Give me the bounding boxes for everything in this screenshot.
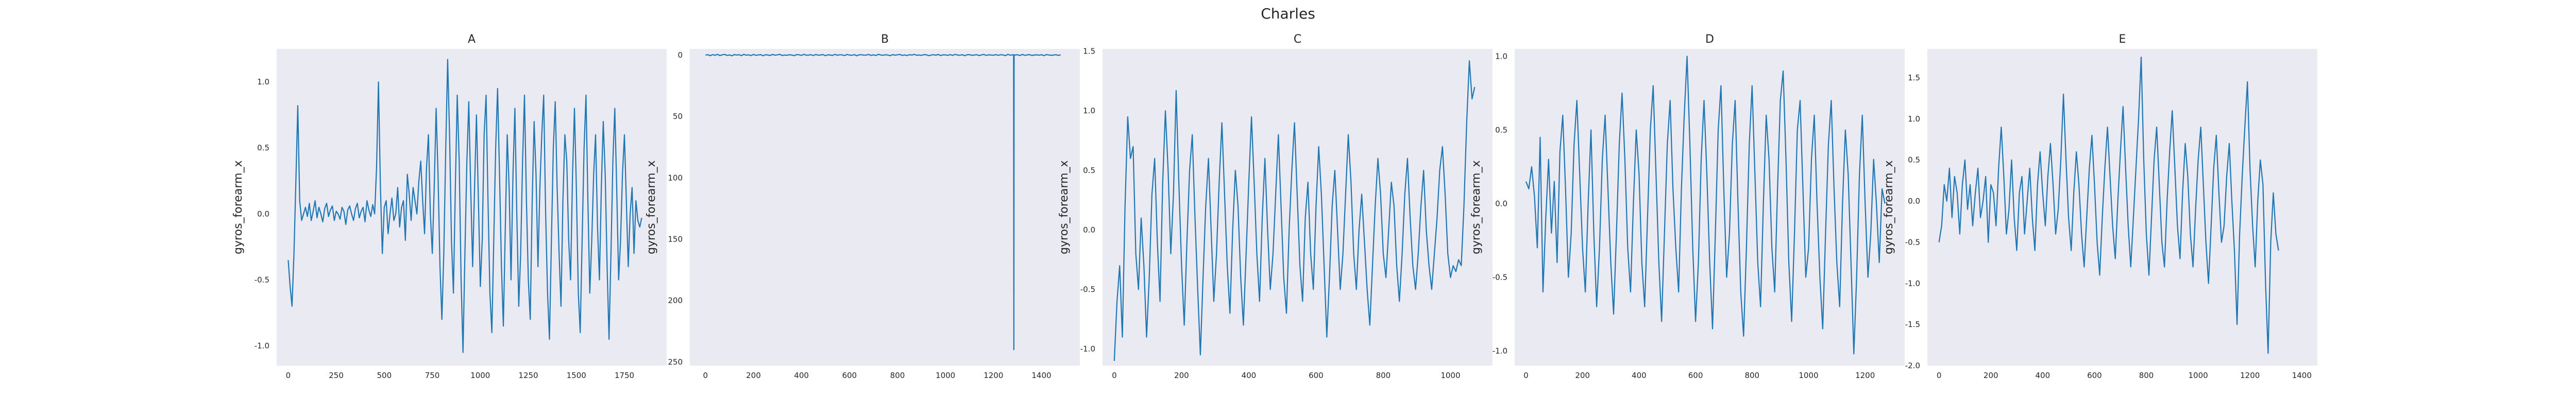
chart-c-xtick: 1000 [1440,371,1460,380]
chart-a-xtick: 250 [329,371,344,380]
chart-d-ytick: -1.0 [1493,346,1507,355]
chart-b-xtick: 400 [794,371,809,380]
chart-e-xtick: 0 [1937,371,1942,380]
chart-d-ytick: -0.5 [1493,272,1507,282]
chart-c-series-line [1113,60,1476,361]
chart-b-xtick: 200 [746,371,761,380]
chart-a-xtick: 1000 [470,371,490,380]
chart-e-xtick: 800 [2139,371,2154,380]
chart-e-ytick: 1.0 [1908,114,1920,124]
chart-a-ytick: 1.0 [257,77,269,87]
chart-d-xtick: 600 [1688,371,1703,380]
chart-c-xtick: 400 [1242,371,1257,380]
chart-a-xtick: 750 [425,371,440,380]
chart-a-ytick: -0.5 [255,275,269,284]
chart-e-ytick: -0.5 [1905,237,1920,247]
chart-d-title: D [1705,33,1714,46]
chart-b-series-line [705,54,1061,351]
chart-b-ytick: 50 [673,112,683,121]
chart-c-ytick: 1.0 [1083,106,1095,115]
chart-e-ytick: 0.0 [1908,197,1920,206]
chart-b-ytick: 200 [668,296,683,305]
chart-a-xtick: 1750 [615,371,634,380]
chart-d-series-line [1525,56,1886,355]
chart-e-title: E [2119,33,2126,46]
chart-d-xtick: 200 [1575,371,1590,380]
chart-b-xtick: 1400 [1031,371,1051,380]
chart-e-ytick: 0.5 [1908,156,1920,165]
chart-d-ytick: 0.5 [1495,125,1507,134]
figure-title: Charles [1261,5,1315,22]
chart-b-title: B [881,33,889,46]
chart-b-xtick: 1200 [984,371,1003,380]
chart-e-xtick: 600 [2087,371,2102,380]
chart-d-xtick: 400 [1632,371,1647,380]
chart-b-plot-area [690,49,1080,366]
chart-b-ytick: 100 [668,173,683,182]
chart-e-ytick: 1.5 [1908,73,1920,82]
chart-d-plot-area [1515,49,1905,366]
chart-e-plot-area [1927,49,2317,366]
chart-c-xtick: 800 [1376,371,1391,380]
chart-c-ytick: 1.5 [1083,47,1095,56]
chart-d-xtick: 800 [1744,371,1759,380]
chart-e-xtick: 1400 [2292,371,2312,380]
chart-b-ytick: 150 [668,234,683,244]
chart-c-ytick: -1.0 [1080,345,1095,354]
chart-e-xtick: 400 [2036,371,2050,380]
chart-a-ytick: -1.0 [255,341,269,351]
chart-a-ytick: 0.0 [257,209,269,218]
chart-e-xtick: 200 [1984,371,1998,380]
chart-e-xtick: 1000 [2189,371,2208,380]
chart-c-ytick: -0.5 [1080,285,1095,294]
chart-b-ytick: 0 [677,50,683,60]
chart-a-ytick: 0.5 [257,143,269,152]
chart-c-ytick: 0.5 [1083,166,1095,175]
chart-e-xtick: 1200 [2240,371,2260,380]
chart-c-ylabel: gyros_forearm_x [1058,160,1071,254]
chart-c-xtick: 0 [1112,371,1117,380]
chart-e-ytick: -1.0 [1905,279,1920,288]
chart-b-xtick: 600 [842,371,857,380]
chart-c-title: C [1294,33,1301,46]
chart-b-xtick: 0 [703,371,708,380]
chart-c-ytick: 0.0 [1083,225,1095,234]
chart-b-ylabel: gyros_forearm_x [645,160,658,254]
chart-d-ytick: 1.0 [1495,52,1507,61]
chart-d-xtick: 1200 [1855,371,1875,380]
chart-d-ytick: 0.0 [1495,199,1507,208]
chart-a-series-line [287,59,642,353]
chart-d-xtick: 0 [1523,371,1529,380]
chart-a-xtick: 500 [377,371,392,380]
chart-e-series-line [1938,56,2279,354]
chart-a-xtick: 1250 [518,371,538,380]
chart-a-ylabel: gyros_forearm_x [232,160,245,254]
chart-a-xtick: 1500 [567,371,586,380]
chart-b-ytick: 250 [668,357,683,367]
chart-d-ylabel: gyros_forearm_x [1470,160,1483,254]
chart-e-ytick: -2.0 [1905,361,1920,370]
chart-c-xtick: 200 [1174,371,1189,380]
chart-a-xtick: 0 [286,371,291,380]
chart-e-ytick: -1.5 [1905,320,1920,329]
chart-d-xtick: 1000 [1799,371,1818,380]
chart-b-xtick: 1000 [936,371,955,380]
chart-a-title: A [468,33,476,46]
chart-b-xtick: 800 [890,371,905,380]
chart-e-ylabel: gyros_forearm_x [1883,160,1895,254]
chart-c-xtick: 600 [1309,371,1324,380]
